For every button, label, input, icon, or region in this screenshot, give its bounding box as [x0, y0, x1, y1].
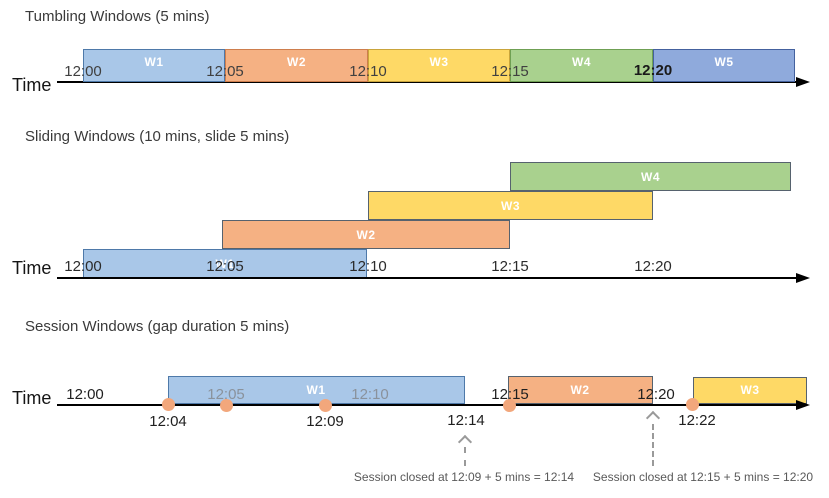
session-tick-12-10: 12:10 — [351, 386, 389, 403]
sliding-tick-12-10: 12:10 — [349, 258, 387, 275]
sliding-timeline — [57, 277, 798, 279]
session-section-title: Session Windows (gap duration 5 mins) — [25, 318, 290, 335]
event-dot-12-09 — [319, 399, 332, 412]
session-time-axis-label: Time — [12, 388, 52, 408]
event-dot-12-15 — [503, 399, 516, 412]
sliding-window-w4: W4 — [510, 162, 791, 191]
tumbling-window-w3: W3 — [368, 49, 510, 82]
tumbling-window-w4: W4 — [510, 49, 653, 82]
tumbling-tick-12-10: 12:10 — [349, 63, 387, 80]
session-window-w2-label: W2 — [570, 383, 590, 397]
session-tick-12-00: 12:00 — [66, 386, 104, 403]
session-window-w1-label: W1 — [306, 383, 326, 397]
session-event-label-12-22: 12:22 — [678, 412, 716, 429]
tumbling-window-w2: W2 — [225, 49, 368, 82]
session-timeline — [57, 404, 798, 406]
sliding-section-title: Sliding Windows (10 mins, slide 5 mins) — [25, 128, 290, 145]
session-close-arrow-2-icon — [645, 410, 661, 426]
tumbling-window-w3-label: W3 — [429, 55, 449, 69]
tumbling-window-w4-label: W4 — [572, 55, 591, 69]
sliding-tick-12-15: 12:15 — [491, 258, 529, 275]
sliding-window-w2: W2 — [222, 220, 510, 249]
session-timeline-arrowhead-icon — [796, 400, 810, 410]
event-dot-12-05 — [220, 399, 233, 412]
event-dot-12-04 — [162, 398, 175, 411]
session-tick-12-15: 12:15 — [491, 386, 529, 403]
session-event-label-12-09: 12:09 — [306, 413, 344, 430]
tumbling-window-w2-label: W2 — [287, 55, 306, 69]
sliding-window-w3-label: W3 — [501, 198, 520, 213]
tumbling-tick-12-00: 12:00 — [64, 63, 102, 80]
sliding-window-w3: W3 — [368, 191, 653, 220]
tumbling-window-w5: W5 — [653, 49, 795, 82]
tumbling-section-title: Tumbling Windows (5 mins) — [25, 8, 210, 25]
session-tick-12-20: 12:20 — [637, 386, 675, 403]
tumbling-tick-12-05: 12:05 — [206, 63, 244, 80]
sliding-window-w2-label: W2 — [356, 227, 376, 242]
tumbling-tick-12-20: 12:20 — [633, 62, 673, 79]
session-close-arrow-1-dash — [464, 447, 466, 466]
sliding-tick-12-05: 12:05 — [206, 258, 244, 275]
tumbling-window-w5-label: W5 — [714, 55, 734, 69]
sliding-tick-12-20: 12:20 — [634, 258, 672, 275]
sliding-window-w1-label: W1 — [215, 256, 235, 271]
tumbling-timeline — [57, 81, 798, 83]
session-tick-12-05: 12:05 — [207, 386, 245, 403]
session-window-w3 — [693, 377, 807, 404]
tumbling-window-w1: W1 — [83, 49, 225, 82]
session-window-w1 — [168, 376, 465, 404]
sliding-window-w4-label: W4 — [641, 169, 660, 184]
event-dot-12-22 — [686, 398, 699, 411]
session-event-label-12-04: 12:04 — [149, 413, 187, 430]
tumbling-window-w1-label: W1 — [144, 55, 164, 69]
session-event-label-12-14: 12:14 — [447, 412, 485, 429]
session-window-w2 — [508, 376, 653, 404]
tumbling-timeline-arrowhead-icon — [796, 77, 810, 87]
session-window-w3-label: W3 — [740, 383, 760, 397]
tumbling-tick-12-15: 12:15 — [491, 63, 529, 80]
tumbling-time-axis-label: Time — [12, 75, 52, 95]
sliding-timeline-arrowhead-icon — [796, 273, 810, 283]
session-close-arrow-2-dash — [652, 424, 654, 466]
session-close-annotation-2: Session closed at 12:15 + 5 mins = 12:20 — [592, 470, 814, 484]
sliding-tick-12-00: 12:00 — [64, 258, 102, 275]
session-close-annotation-1: Session closed at 12:09 + 5 mins = 12:14 — [353, 470, 575, 484]
sliding-time-axis-label: Time — [12, 258, 52, 278]
